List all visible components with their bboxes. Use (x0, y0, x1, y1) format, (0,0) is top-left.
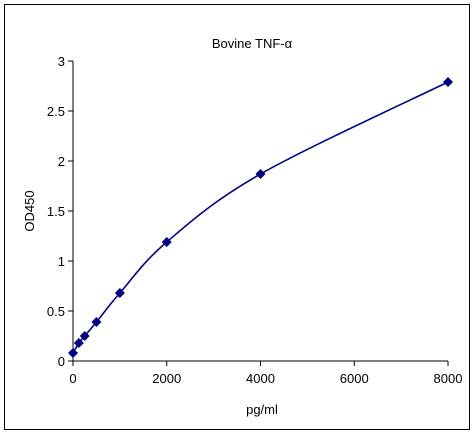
x-tick-label: 0 (69, 371, 76, 386)
y-tick-label: 0.5 (47, 304, 65, 319)
data-point-marker (91, 317, 102, 327)
data-point-marker (73, 338, 84, 348)
x-tick-label: 2000 (152, 371, 181, 386)
x-axis-label: pg/ml (246, 402, 278, 417)
data-point-marker (255, 169, 266, 179)
y-tick-label: 1.5 (47, 204, 65, 219)
y-tick-label: 1 (58, 254, 65, 269)
y-tick-label: 2 (58, 154, 65, 169)
x-tick-label: 6000 (340, 371, 369, 386)
y-axis-label: OD450 (22, 190, 37, 231)
data-point-marker (161, 237, 172, 247)
y-tick-label: 0 (58, 354, 65, 369)
chart-title: Bovine TNF-α (212, 36, 293, 51)
data-point-marker (68, 348, 78, 358)
data-point-marker (79, 331, 90, 341)
x-tick-label: 8000 (434, 371, 463, 386)
data-point-marker (443, 77, 453, 87)
y-tick-label: 2.5 (47, 104, 65, 119)
data-point-marker (114, 288, 125, 298)
chart-area (4, 4, 470, 430)
x-tick-label: 4000 (246, 371, 275, 386)
series-line (72, 81, 449, 354)
y-tick-label: 3 (58, 54, 65, 69)
